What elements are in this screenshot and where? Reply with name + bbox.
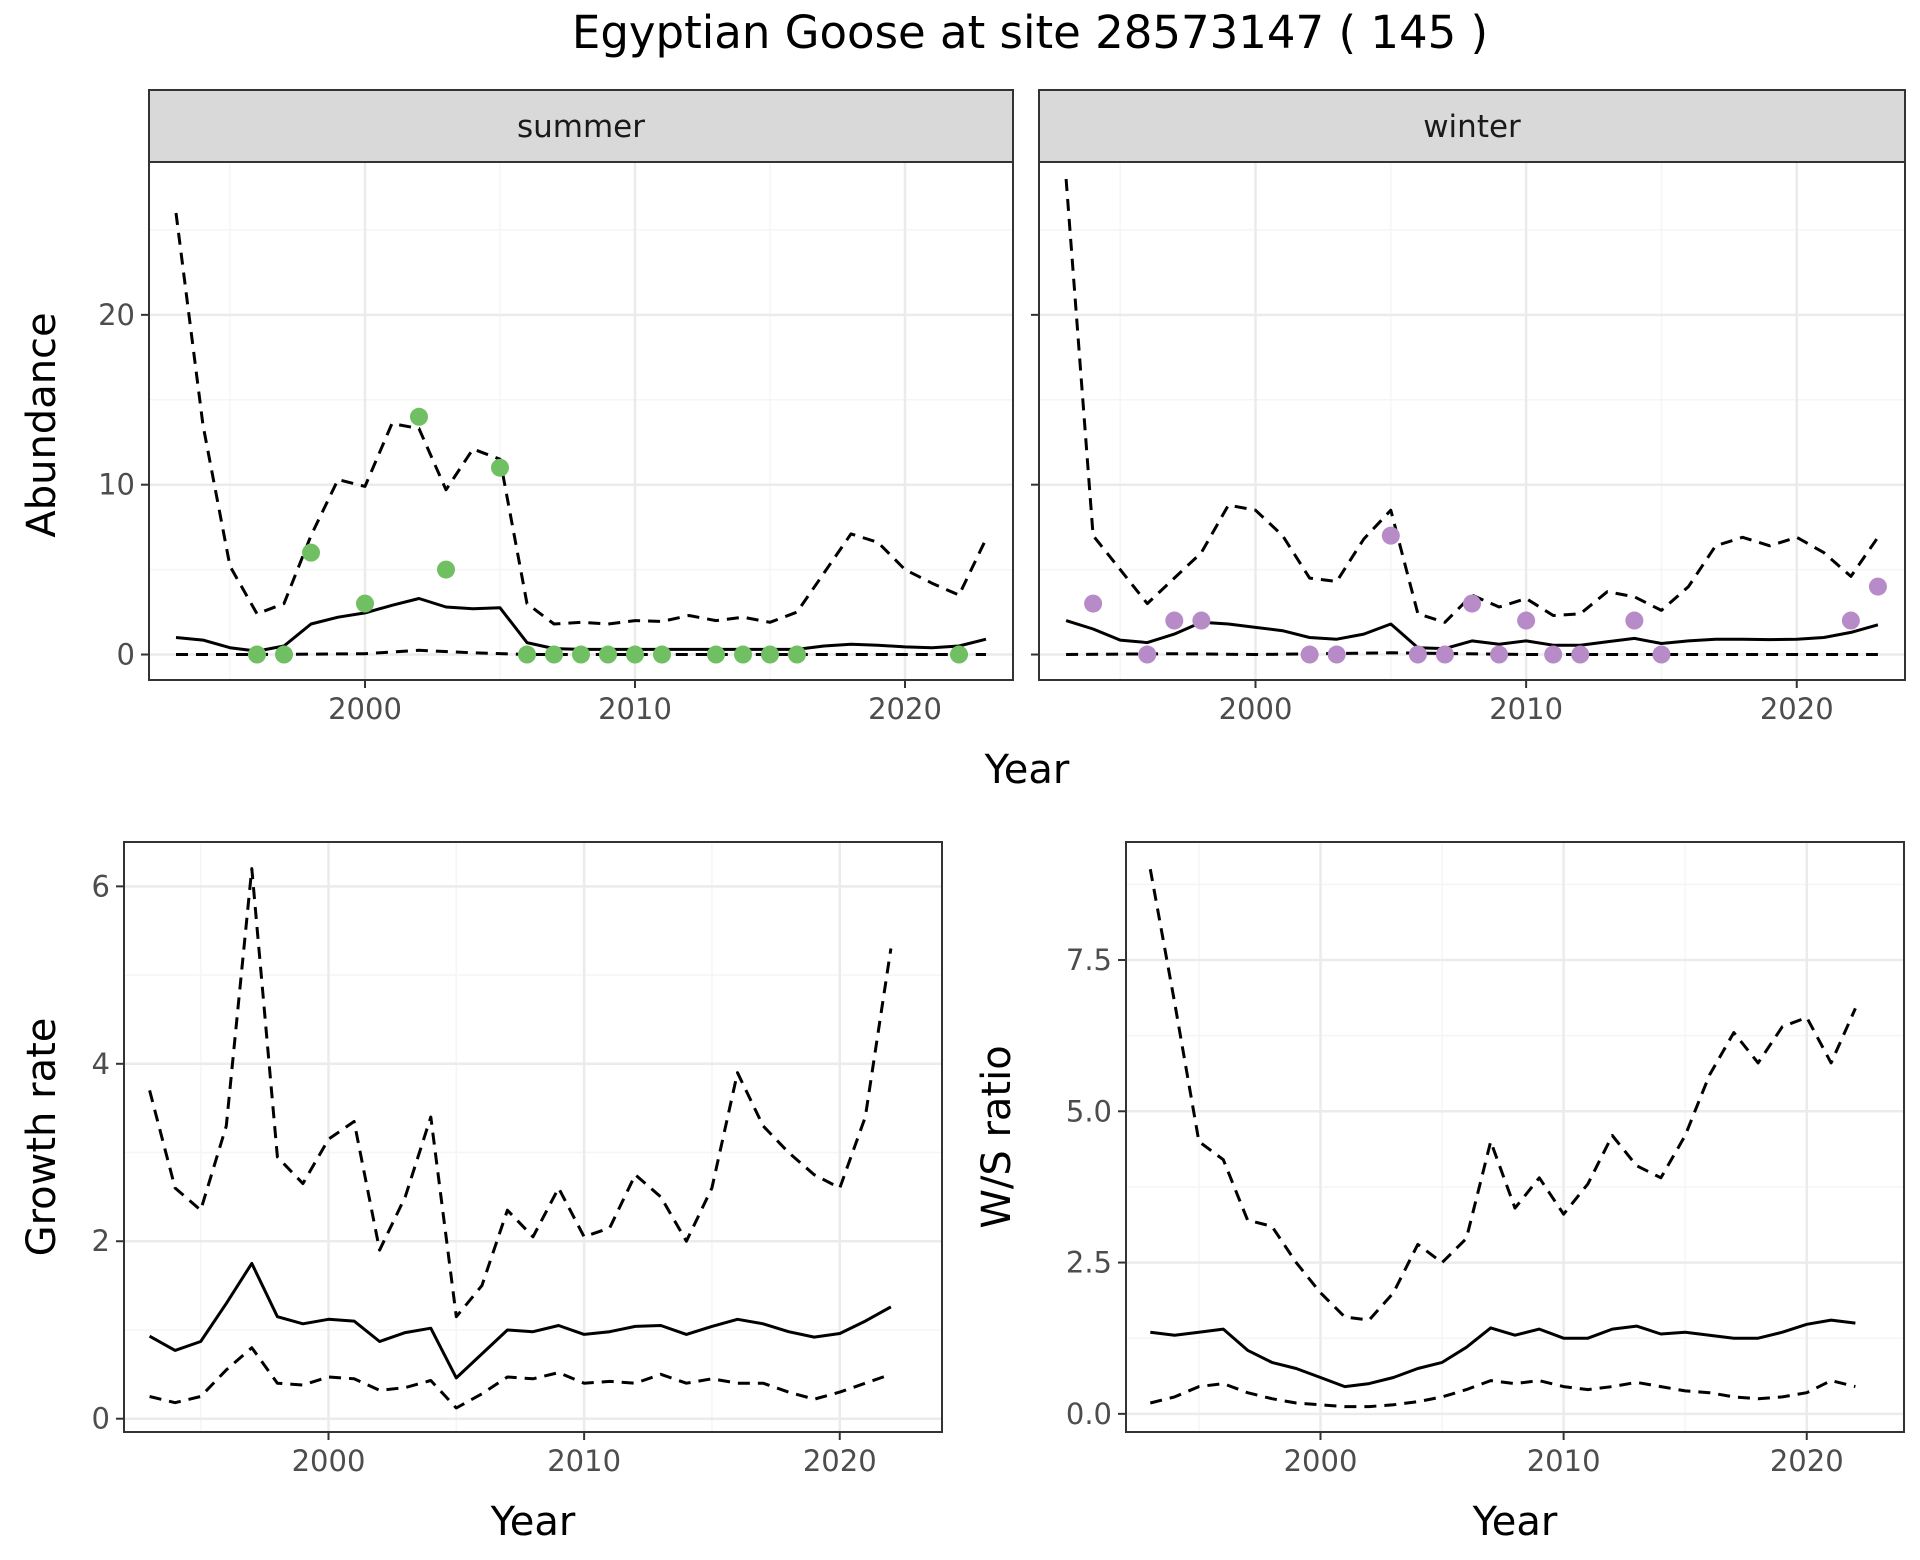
- growth-rate-lower-ci-line: [149, 1346, 892, 1410]
- growth-rate-x-axis-title: Year: [490, 1499, 576, 1545]
- summer-data-point: [356, 594, 374, 613]
- winter-data-point: [1165, 611, 1184, 630]
- summer-x-tick-label: 2020: [868, 692, 942, 726]
- winter-x-tick-label: 2020: [1760, 692, 1834, 726]
- winter-data-point: [1084, 594, 1103, 613]
- summer-x-tick-label: 2000: [328, 692, 402, 726]
- winter-abundance-panel: winter 2000 2010 2020: [1031, 89, 1906, 726]
- ws-ratio-panel-border: [1125, 841, 1905, 1433]
- growth-rate-y-tick-label: 6: [92, 869, 110, 903]
- summer-panel-border: [148, 161, 1014, 681]
- winter-data-point: [1192, 611, 1211, 630]
- winter-data-point: [1625, 611, 1644, 630]
- summer-data-point: [410, 407, 428, 426]
- summer-lower-ci-line: [176, 648, 986, 656]
- winter-data-point: [1571, 645, 1590, 664]
- summer-data-point: [572, 645, 590, 664]
- summer-data-point: [302, 543, 320, 562]
- summer-data-point: [950, 645, 968, 664]
- growth-rate-x-tick-label: 2010: [547, 1444, 621, 1478]
- summer-data-point: [545, 645, 563, 664]
- winter-x-tick-label: 2010: [1489, 692, 1563, 726]
- growth-rate-panel-border: [123, 841, 943, 1433]
- summer-data-point: [491, 458, 509, 477]
- ws-ratio-upper-ci-line: [1148, 868, 1857, 1322]
- winter-data-point: [1868, 577, 1887, 596]
- winter-data-point: [1517, 611, 1536, 630]
- ws-ratio-y-tick-label: 5.0: [1066, 1094, 1112, 1128]
- winter-data-point: [1544, 645, 1563, 664]
- winter-data-point: [1381, 526, 1400, 545]
- ws-ratio-y-axis-title: W/S ratio: [974, 1045, 1020, 1228]
- winter-data-point: [1138, 645, 1157, 664]
- summer-data-point: [653, 645, 671, 664]
- winter-upper-ci-line: [1064, 178, 1880, 624]
- growth-rate-y-tick-label: 0: [92, 1402, 110, 1436]
- ws-ratio-y-tick-label: 7.5: [1066, 943, 1112, 977]
- winter-strip-label: winter: [1423, 109, 1521, 145]
- ws-ratio-x-axis-title: Year: [1472, 1499, 1558, 1545]
- ws-ratio-x-tick-label: 2010: [1527, 1444, 1601, 1478]
- winter-plot-background: [1039, 162, 1905, 680]
- growth-rate-x-tick-label: 2020: [803, 1444, 877, 1478]
- growth-rate-estimate-line: [148, 1261, 892, 1380]
- growth-rate-x-tick-label: 2000: [292, 1444, 366, 1478]
- summer-data-point: [707, 645, 725, 664]
- winter-data-point: [1841, 611, 1860, 630]
- summer-x-tick-label: 2010: [598, 692, 672, 726]
- summer-data-point: [437, 560, 455, 579]
- summer-data-point: [248, 645, 266, 664]
- summer-y-tick-label: 0: [117, 638, 135, 672]
- growth-rate-upper-ci-line: [148, 867, 893, 1319]
- summer-y-tick-label: 10: [98, 468, 135, 502]
- abundance-y-axis-title: Abundance: [19, 312, 65, 537]
- summer-strip: [148, 89, 1014, 163]
- growth-rate-panel: 2000 2010 2020 0 2 4 6: [92, 841, 943, 1478]
- ws-ratio-x-tick-label: 2000: [1284, 1444, 1358, 1478]
- summer-data-point: [518, 645, 536, 664]
- ws-ratio-plot-background: [1126, 842, 1904, 1432]
- winter-strip: [1038, 89, 1906, 163]
- growth-rate-y-tick-label: 2: [92, 1224, 110, 1258]
- summer-y-tick-label: 20: [98, 298, 135, 332]
- summer-data-point: [734, 645, 752, 664]
- winter-data-point: [1408, 645, 1427, 664]
- summer-abundance-panel: summer 2000 2010 2020 0 10 20: [98, 89, 1014, 726]
- winter-data-point: [1435, 645, 1454, 664]
- ws-ratio-lower-ci-line: [1149, 1379, 1856, 1409]
- summer-data-point: [599, 645, 617, 664]
- winter-data-point: [1490, 645, 1509, 664]
- winter-lower-ci-line: [1066, 651, 1878, 656]
- growth-rate-y-axis-title: Growth rate: [19, 1018, 65, 1257]
- summer-data-point: [788, 645, 806, 664]
- abundance-x-axis-title: Year: [984, 747, 1070, 793]
- summer-data-point: [626, 645, 644, 664]
- ws-ratio-x-tick-label: 2020: [1770, 1444, 1844, 1478]
- growth-rate-y-tick-label: 4: [92, 1047, 110, 1081]
- winter-panel-border: [1038, 161, 1906, 681]
- summer-plot-background: [149, 162, 1013, 680]
- summer-upper-ci-line: [174, 212, 988, 626]
- growth-rate-plot-background: [124, 842, 942, 1432]
- winter-data-point: [1463, 594, 1481, 613]
- ws-ratio-y-tick-label: 0.0: [1066, 1397, 1112, 1431]
- summer-data-point: [761, 645, 779, 664]
- winter-data-point: [1327, 645, 1346, 664]
- ws-ratio-estimate-line: [1150, 1318, 1856, 1389]
- winter-data-point: [1300, 645, 1319, 664]
- summer-data-point: [275, 645, 293, 664]
- ws-ratio-y-tick-label: 2.5: [1066, 1246, 1112, 1280]
- figure-title: Egyptian Goose at site 28573147 ( 145 ): [572, 6, 1488, 59]
- ws-ratio-panel: 2000 2010 2020 0.0 2.5 5.0 7.5: [1066, 841, 1905, 1478]
- winter-x-tick-label: 2000: [1219, 692, 1293, 726]
- summer-strip-label: summer: [517, 109, 645, 145]
- winter-data-point: [1652, 645, 1671, 664]
